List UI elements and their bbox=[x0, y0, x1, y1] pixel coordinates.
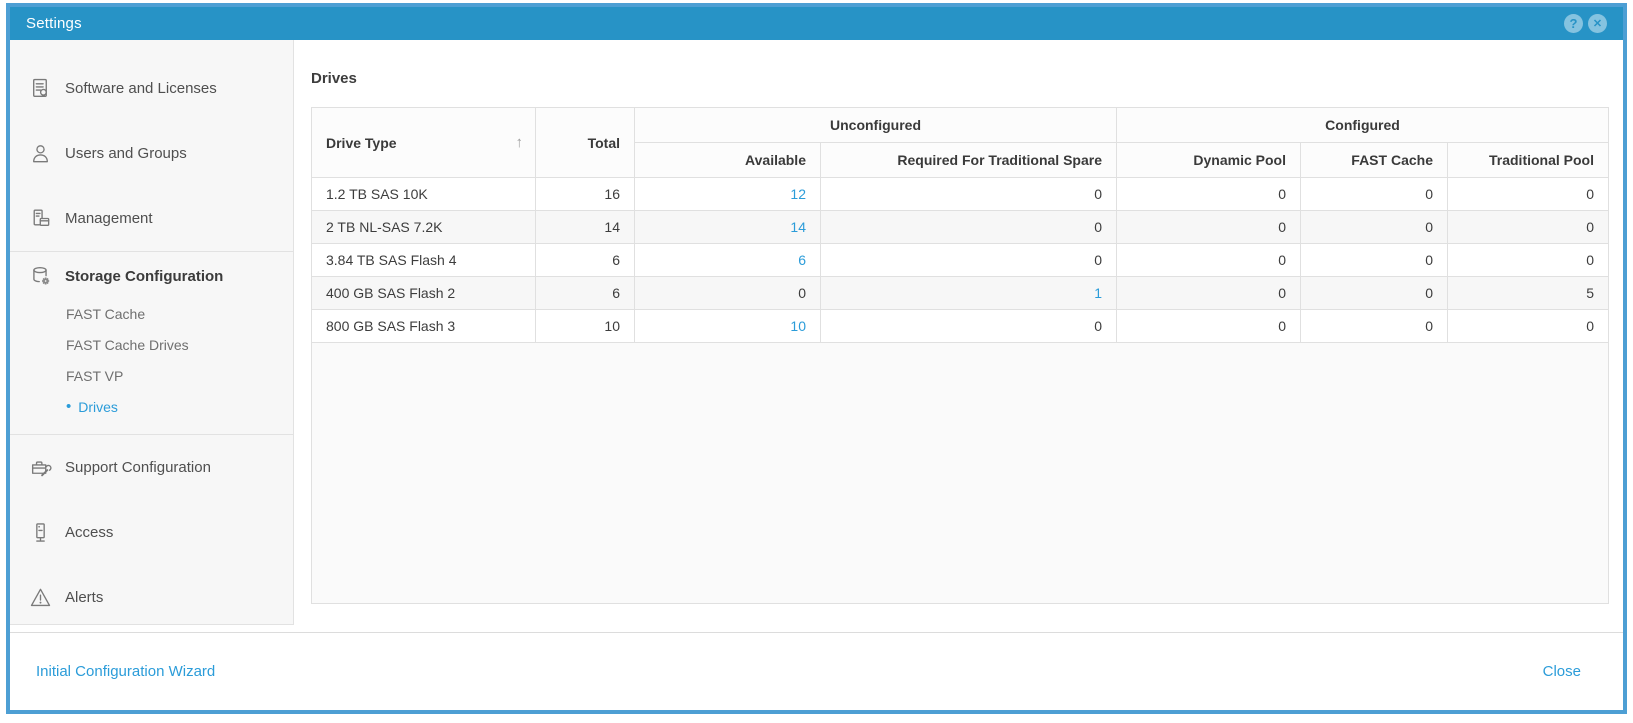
total-cell: 6 bbox=[536, 244, 635, 277]
settings-dialog: Settings ? ✕ Software and Licenses Users … bbox=[6, 3, 1627, 714]
drives-table: Drive Type ↑ Total Unconfigured Configur… bbox=[312, 108, 1608, 343]
sidebar-item-label: Access bbox=[65, 524, 114, 541]
required-for-traditional-spare-cell: 0 bbox=[821, 310, 1117, 343]
drive-type-cell: 400 GB SAS Flash 2 bbox=[312, 277, 536, 310]
sidebar-item-support-configuration[interactable]: Support Configuration bbox=[10, 435, 293, 500]
required-for-traditional-spare-cell: 0 bbox=[821, 211, 1117, 244]
drive-type-cell: 3.84 TB SAS Flash 4 bbox=[312, 244, 536, 277]
management-icon bbox=[28, 207, 52, 231]
traditional-pool-cell: 0 bbox=[1448, 178, 1608, 211]
column-header-traditional-pool[interactable]: Traditional Pool bbox=[1448, 143, 1608, 178]
available-cell[interactable]: 14 bbox=[635, 211, 821, 244]
drive-type-cell: 800 GB SAS Flash 3 bbox=[312, 310, 536, 343]
fast-cache-cell: 0 bbox=[1301, 277, 1448, 310]
sidebar-item-label: Software and Licenses bbox=[65, 80, 217, 97]
drives-table-container: Drive Type ↑ Total Unconfigured Configur… bbox=[311, 107, 1609, 604]
alerts-icon bbox=[28, 586, 52, 610]
total-cell: 6 bbox=[536, 277, 635, 310]
traditional-pool-cell: 0 bbox=[1448, 244, 1608, 277]
column-header-available[interactable]: Available bbox=[635, 143, 821, 178]
traditional-pool-cell: 5 bbox=[1448, 277, 1608, 310]
required-for-traditional-spare-cell: 0 bbox=[821, 244, 1117, 277]
sidebar-item-users-and-groups[interactable]: Users and Groups bbox=[10, 121, 293, 186]
traditional-pool-cell: 0 bbox=[1448, 310, 1608, 343]
available-cell[interactable]: 12 bbox=[635, 178, 821, 211]
access-icon bbox=[28, 521, 52, 545]
column-header-total[interactable]: Total bbox=[536, 108, 635, 178]
drive-type-header-label: Drive Type bbox=[326, 134, 397, 151]
help-icon[interactable]: ? bbox=[1564, 14, 1583, 33]
total-cell: 10 bbox=[536, 310, 635, 343]
available-cell[interactable]: 6 bbox=[635, 244, 821, 277]
sidebar-item-access[interactable]: Access bbox=[10, 500, 293, 565]
column-header-dynamic-pool[interactable]: Dynamic Pool bbox=[1117, 143, 1301, 178]
sidebar-item-storage-configuration[interactable]: Storage Configuration bbox=[10, 252, 293, 296]
sidebar-item-label: Alerts bbox=[65, 589, 104, 606]
sidebar-subitem-label: Drives bbox=[78, 398, 118, 415]
sidebar-item-label: Users and Groups bbox=[65, 145, 187, 162]
dialog-footer: Initial Configuration Wizard Close bbox=[10, 632, 1623, 710]
close-button[interactable]: Close bbox=[1542, 663, 1581, 680]
sort-ascending-icon: ↑ bbox=[515, 134, 524, 151]
dynamic-pool-cell: 0 bbox=[1117, 211, 1301, 244]
column-header-required-for-traditional-spare[interactable]: Required For Traditional Spare bbox=[821, 143, 1117, 178]
traditional-pool-cell: 0 bbox=[1448, 211, 1608, 244]
fast-cache-cell: 0 bbox=[1301, 310, 1448, 343]
sidebar-subitem-label: FAST VP bbox=[66, 367, 124, 384]
sidebar-subitem-drives[interactable]: • Drives bbox=[10, 391, 293, 422]
drive-type-cell: 1.2 TB SAS 10K bbox=[312, 178, 536, 211]
dialog-body: Software and Licenses Users and Groups Man… bbox=[10, 40, 1623, 632]
sidebar-group: Software and Licenses Users and Groups Man… bbox=[10, 40, 293, 251]
total-cell: 16 bbox=[536, 178, 635, 211]
drive-type-cell: 2 TB NL-SAS 7.2K bbox=[312, 211, 536, 244]
users-groups-icon bbox=[28, 142, 52, 166]
fast-cache-cell: 0 bbox=[1301, 178, 1448, 211]
sidebar-item-management[interactable]: Management bbox=[10, 186, 293, 251]
sidebar-item-software-and-licenses[interactable]: Software and Licenses bbox=[10, 56, 293, 121]
table-row[interactable]: 2 TB NL-SAS 7.2K 14 14 0 0 0 0 bbox=[312, 211, 1608, 244]
selected-bullet-icon: • bbox=[66, 398, 72, 415]
available-cell[interactable]: 10 bbox=[635, 310, 821, 343]
settings-sidebar: Software and Licenses Users and Groups Man… bbox=[10, 40, 294, 625]
sidebar-item-label: Support Configuration bbox=[65, 459, 211, 476]
required-for-traditional-spare-cell: 0 bbox=[821, 178, 1117, 211]
software-licenses-icon bbox=[28, 77, 52, 101]
group-header-configured: Configured bbox=[1117, 108, 1608, 143]
sidebar-subitem-fast-vp[interactable]: •FAST VP bbox=[10, 360, 293, 391]
column-header-fast-cache[interactable]: FAST Cache bbox=[1301, 143, 1448, 178]
sidebar-item-alerts[interactable]: Alerts bbox=[10, 565, 293, 624]
sidebar-item-label: Storage Configuration bbox=[65, 267, 224, 285]
support-configuration-icon bbox=[28, 456, 52, 480]
sidebar-item-label: Management bbox=[65, 210, 153, 227]
titlebar: Settings ? ✕ bbox=[10, 7, 1623, 40]
dynamic-pool-cell: 0 bbox=[1117, 277, 1301, 310]
total-cell: 14 bbox=[536, 211, 635, 244]
dynamic-pool-cell: 0 bbox=[1117, 310, 1301, 343]
dialog-close-icon[interactable]: ✕ bbox=[1588, 14, 1607, 33]
storage-configuration-icon bbox=[28, 264, 52, 288]
column-header-drive-type[interactable]: Drive Type ↑ bbox=[312, 108, 536, 178]
fast-cache-cell: 0 bbox=[1301, 244, 1448, 277]
sidebar-subitem-fast-cache[interactable]: •FAST Cache bbox=[10, 298, 293, 329]
initial-configuration-wizard-link[interactable]: Initial Configuration Wizard bbox=[36, 663, 216, 680]
dynamic-pool-cell: 0 bbox=[1117, 244, 1301, 277]
table-row[interactable]: 800 GB SAS Flash 3 10 10 0 0 0 0 bbox=[312, 310, 1608, 343]
dialog-title: Settings bbox=[26, 15, 82, 32]
sidebar-group: Support Configuration Access Alerts bbox=[10, 434, 293, 624]
page-title: Drives bbox=[311, 70, 357, 87]
sidebar-subitem-fast-cache-drives[interactable]: •FAST Cache Drives bbox=[10, 329, 293, 360]
required-for-traditional-spare-cell[interactable]: 1 bbox=[821, 277, 1117, 310]
dynamic-pool-cell: 0 bbox=[1117, 178, 1301, 211]
group-header-unconfigured: Unconfigured bbox=[635, 108, 1117, 143]
sidebar-group: Storage Configuration•FAST Cache•FAST Ca… bbox=[10, 251, 293, 434]
sidebar-subitems: •FAST Cache•FAST Cache Drives•FAST VP • Dr… bbox=[10, 296, 293, 434]
sidebar-subitem-label: FAST Cache bbox=[66, 305, 146, 322]
table-row[interactable]: 1.2 TB SAS 10K 16 12 0 0 0 0 bbox=[312, 178, 1608, 211]
main-panel: Drives Drive Type ↑ bbox=[294, 40, 1623, 632]
sidebar-subitem-label: FAST Cache Drives bbox=[66, 336, 189, 353]
fast-cache-cell: 0 bbox=[1301, 211, 1448, 244]
available-cell: 0 bbox=[635, 277, 821, 310]
